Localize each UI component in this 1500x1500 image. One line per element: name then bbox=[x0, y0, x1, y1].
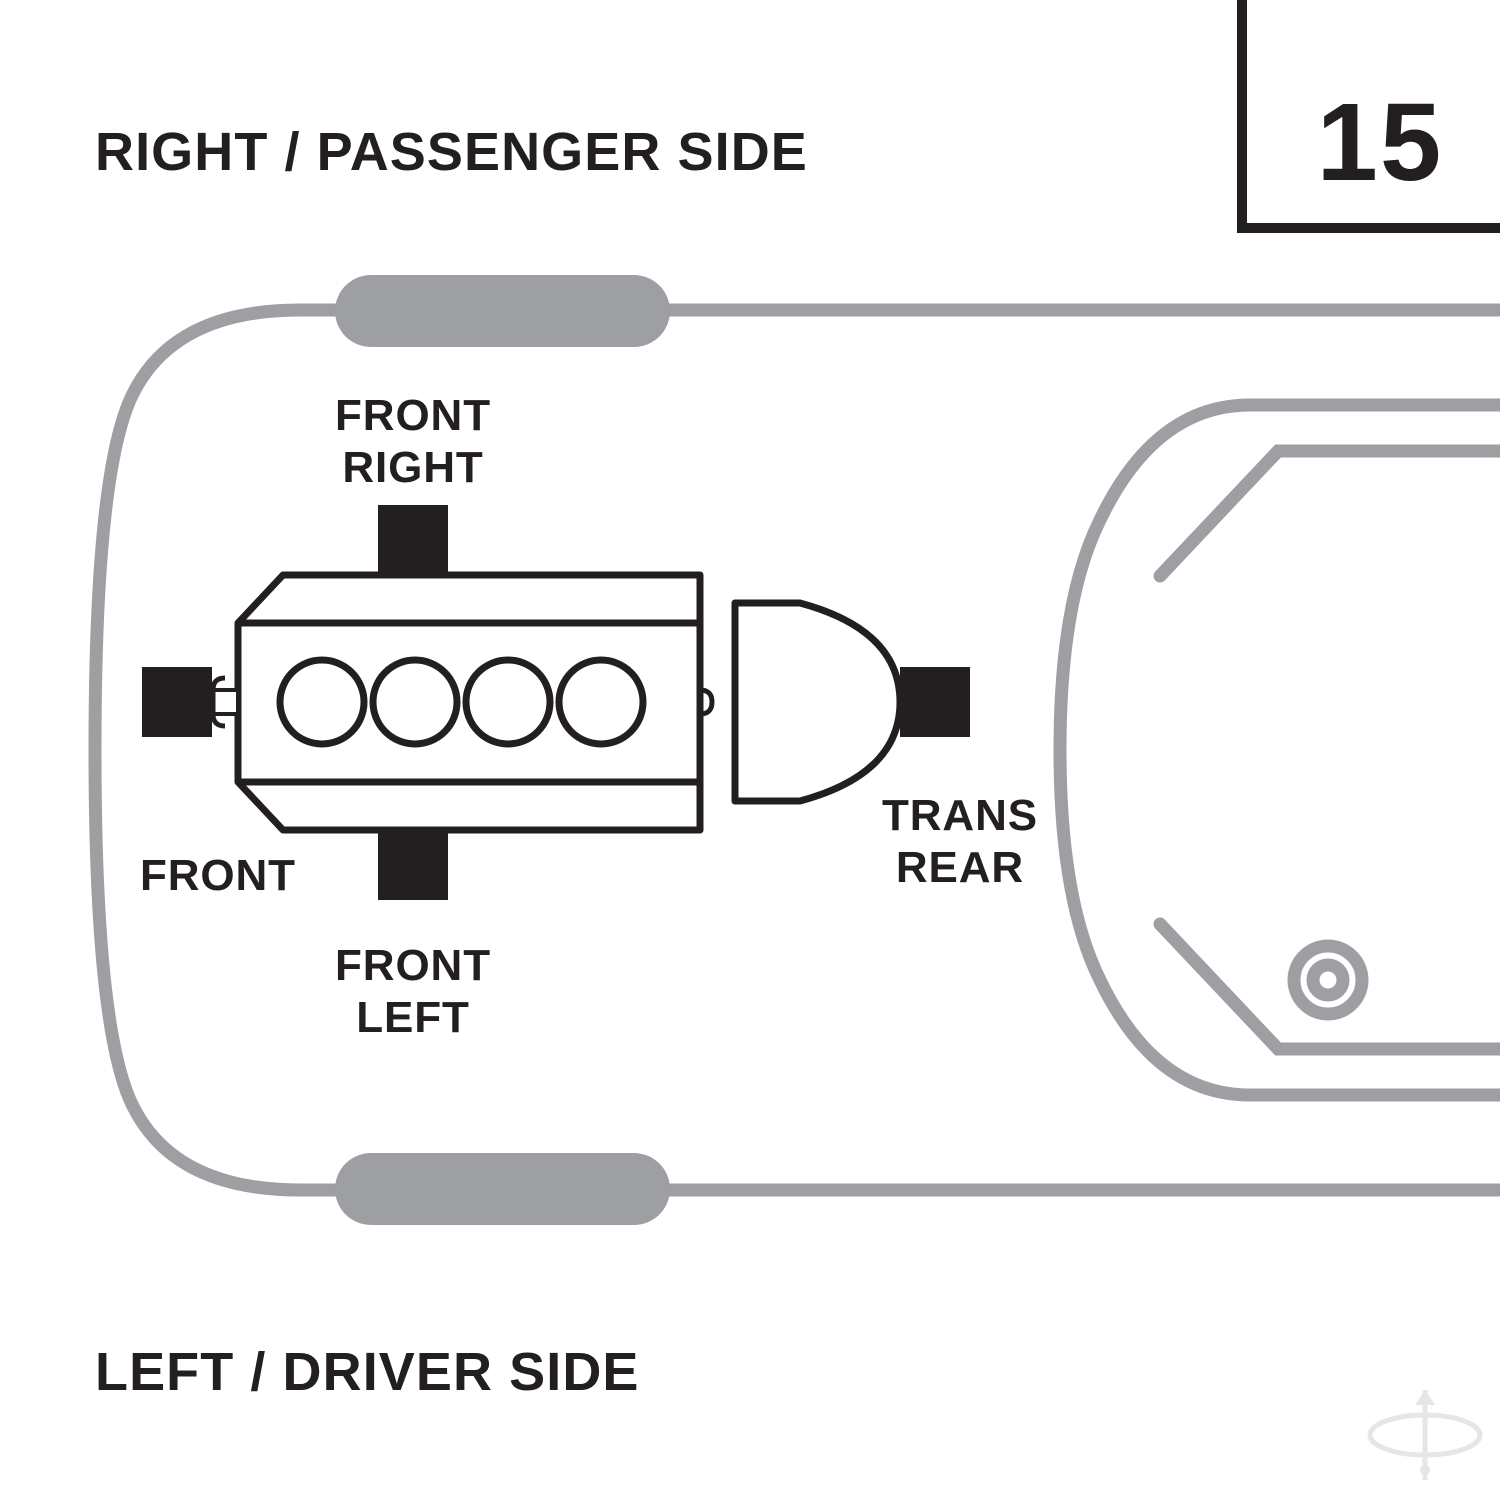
wheel-top bbox=[335, 275, 670, 347]
label-front-right-2: RIGHT bbox=[342, 443, 483, 492]
badge-number: 15 bbox=[1317, 81, 1444, 204]
wheel-bottom bbox=[335, 1153, 670, 1225]
mount-front-left bbox=[378, 830, 448, 900]
mount-trans-rear bbox=[900, 667, 970, 737]
title-right-passenger: RIGHT / PASSENGER SIDE bbox=[95, 122, 808, 182]
label-front-left-2: LEFT bbox=[356, 993, 470, 1042]
label-front-left-1: FRONT bbox=[335, 941, 491, 990]
engine-crank-snout bbox=[212, 690, 238, 714]
title-left-driver: LEFT / DRIVER SIDE bbox=[95, 1342, 640, 1402]
label-front: FRONT bbox=[140, 851, 296, 900]
label-trans-rear-2: REAR bbox=[896, 843, 1024, 892]
label-trans-rear-1: TRANS bbox=[882, 791, 1038, 840]
label-front-right-1: FRONT bbox=[335, 391, 491, 440]
mount-front-right bbox=[378, 505, 448, 575]
mount-front bbox=[142, 667, 212, 737]
